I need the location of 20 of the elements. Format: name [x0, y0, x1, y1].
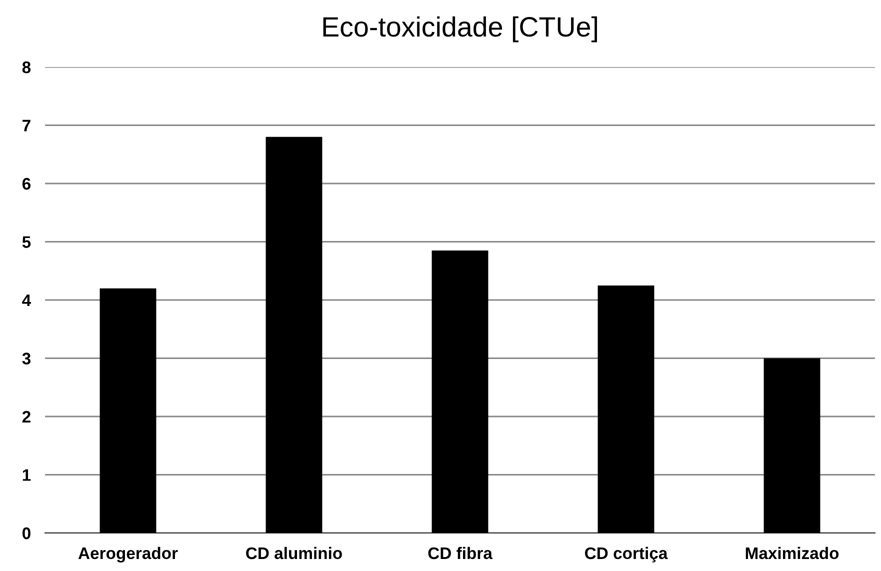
x-tick-label: CD aluminio: [246, 546, 342, 560]
y-tick-label: 8: [22, 61, 31, 74]
y-tick-label: 3: [22, 352, 31, 364]
x-tick-label: Aerogerador: [78, 546, 178, 562]
y-tick-label: 6: [22, 178, 31, 190]
y-tick-label: 5: [22, 236, 31, 248]
y-tick-label: 0: [22, 527, 30, 540]
y-tick-label: 2: [22, 410, 30, 423]
bar: [598, 285, 654, 533]
x-tick-label: Maximizado: [746, 546, 839, 560]
bar: [432, 250, 488, 533]
bar: [764, 358, 820, 533]
x-tick-label: CD fibra: [428, 546, 493, 560]
x-tick-label: CD cortiça: [585, 546, 668, 562]
y-tick-label: 1: [22, 469, 31, 481]
chart-title: Eco-toxicidade [CTUe]: [323, 16, 597, 42]
y-tick-label: 7: [22, 120, 30, 132]
y-tick-label: 4: [22, 294, 32, 306]
bar: [100, 288, 156, 533]
bar: [266, 136, 322, 533]
